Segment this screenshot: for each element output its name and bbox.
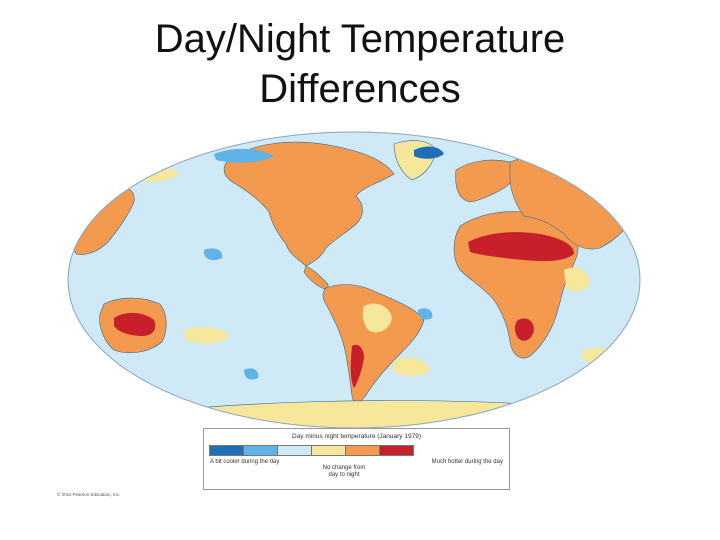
- mild-patch-1: [362, 303, 392, 333]
- slide-title: Day/Night Temperature Differences: [0, 14, 720, 114]
- map-legend: Day minus night temperature (January 197…: [203, 428, 510, 490]
- north-america: [223, 141, 395, 267]
- legend-swatch-much-hotter: [379, 445, 414, 456]
- copyright-notice: © 2011 Pearson Education, Inc.: [57, 492, 121, 497]
- legend-swatch-cooler: [243, 445, 278, 456]
- legend-swatch-slightly-warmer: [311, 445, 346, 456]
- legend-swatch-no-change: [277, 445, 312, 456]
- cool-patch-1: [204, 248, 223, 261]
- sahara-hot-zone: [468, 232, 574, 262]
- legend-middle-line-2: day to night: [328, 472, 360, 478]
- cool-patch-6: [244, 368, 259, 380]
- antarctica: [123, 400, 625, 428]
- cool-patch-2: [418, 308, 433, 320]
- europe: [455, 159, 516, 203]
- legend-swatch-cooler-strong: [209, 445, 244, 456]
- world-temperature-map: [67, 131, 641, 429]
- kalahari-hot-zone: [515, 318, 534, 341]
- title-line-1: Day/Night Temperature: [154, 17, 566, 61]
- legend-right-label: Much hotter during the day: [431, 459, 503, 465]
- mild-patch-2: [564, 267, 590, 292]
- legend-middle-line-1: No change from: [322, 465, 366, 471]
- legend-color-bar: [209, 445, 414, 456]
- south-america: [322, 284, 425, 403]
- south-america-hot-zone: [350, 344, 364, 388]
- legend-swatch-warmer: [345, 445, 380, 456]
- cool-patch-3: [214, 148, 274, 163]
- mild-patch-3: [184, 327, 230, 344]
- title-line-2: Differences: [259, 67, 461, 111]
- mild-patch-4: [392, 357, 430, 376]
- legend-left-label: A bit cooler during the day: [210, 459, 280, 465]
- cool-patch-5: [534, 146, 574, 159]
- legend-title: Day minus night temperature (January 197…: [292, 433, 421, 440]
- legend-middle-label: No change from day to night: [304, 465, 384, 479]
- cool-patch-4: [414, 146, 444, 159]
- australia-hot-zone: [114, 312, 156, 336]
